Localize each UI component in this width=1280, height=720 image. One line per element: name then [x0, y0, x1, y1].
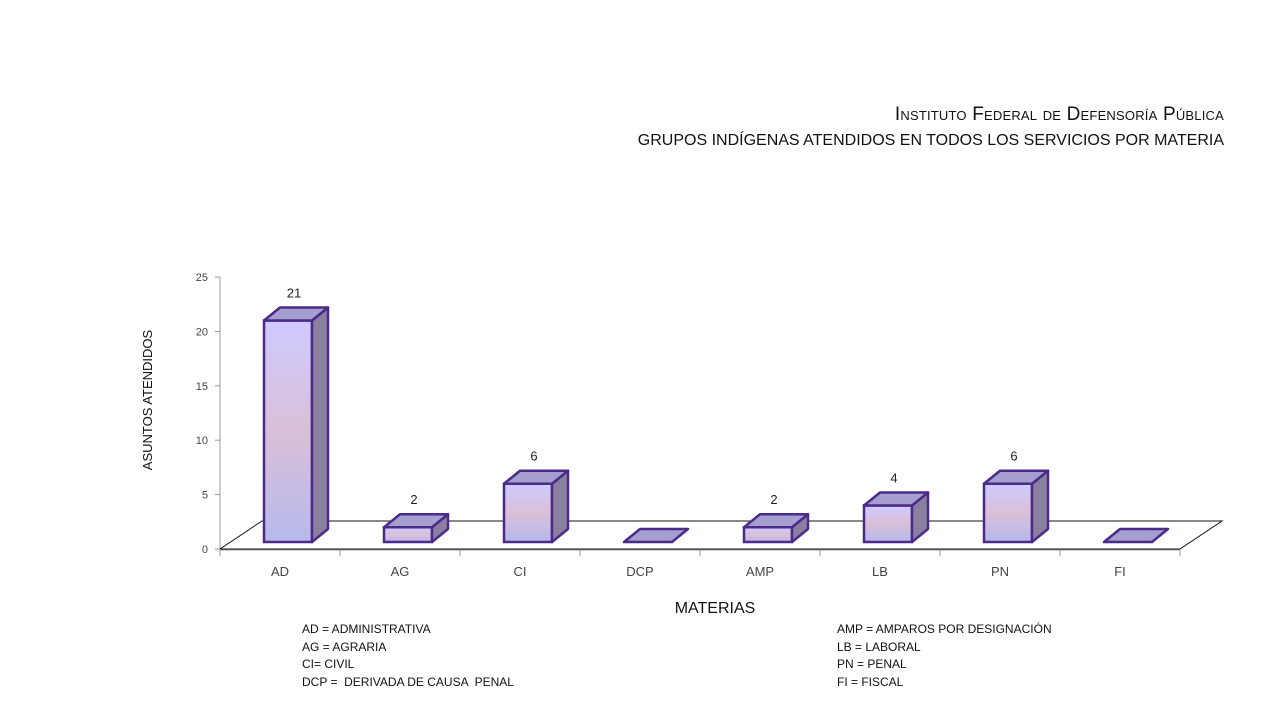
legend-item: FI = FISCAL — [837, 674, 904, 689]
data-label: 21 — [287, 286, 301, 301]
bar — [982, 469, 1050, 544]
bar-top — [622, 527, 690, 544]
chart-title: Instituto Federal de Defensoría Pública — [894, 104, 1224, 125]
y-tick-label: 10 — [196, 435, 208, 447]
data-label: 2 — [410, 492, 417, 507]
legend-item: CI= CIVIL — [302, 657, 355, 672]
y-tick-label: 0 — [202, 544, 208, 556]
x-tick-label: LB — [872, 564, 888, 579]
bar-front — [982, 482, 1034, 544]
x-tick-label: FI — [1114, 564, 1126, 579]
y-tick-label: 15 — [196, 381, 208, 393]
bar-top — [742, 512, 810, 529]
bar-top — [262, 306, 330, 322]
x-tick-label: CI — [514, 564, 527, 579]
bar — [262, 306, 330, 544]
chart-subtitle: GRUPOS INDÍGENAS ATENDIDOS EN TODOS LOS … — [637, 132, 1224, 149]
chart-floor — [218, 520, 1224, 550]
legend-item: PN = PENAL — [837, 657, 907, 672]
y-axis-title: ASUNTOS ATENDIDOS — [140, 329, 155, 470]
bar-top — [982, 469, 1050, 485]
x-tick-label: AG — [391, 564, 410, 579]
bar — [502, 469, 570, 544]
x-tick-label: AMP — [746, 564, 774, 579]
bar — [862, 491, 930, 544]
bar-top — [1102, 527, 1170, 544]
x-tick-label: DCP — [626, 564, 653, 579]
legend-item: AMP = AMPAROS POR DESIGNACIÓN — [837, 622, 1052, 636]
bar-front — [262, 319, 314, 544]
bar-front — [742, 525, 794, 544]
legend-left: AD = ADMINISTRATIVA AG = AGRARIA CI= CIV… — [302, 621, 514, 691]
x-tick-label: PN — [991, 564, 1009, 579]
y-tick-label: 25 — [196, 272, 208, 284]
data-label: 6 — [530, 449, 537, 464]
y-tick-label: 5 — [202, 490, 208, 502]
legend-item: AD = ADMINISTRATIVA — [302, 622, 431, 636]
bar — [382, 512, 450, 544]
data-label: 2 — [770, 492, 777, 507]
bar-top — [382, 512, 450, 529]
bar-front — [382, 525, 434, 544]
bar — [742, 512, 810, 544]
bar — [1102, 527, 1170, 544]
y-tick-label: 20 — [196, 326, 208, 338]
legend-item: LB = LABORAL — [837, 639, 921, 654]
legend-right: AMP = AMPAROS POR DESIGNACIÓN LB = LABOR… — [837, 621, 1052, 691]
legend-item: AG = AGRARIA — [302, 639, 387, 654]
bar — [622, 527, 690, 544]
legend-item: DCP = DERIVADA DE CAUSA PENAL — [302, 674, 514, 689]
bar-top — [502, 469, 570, 485]
bar-front — [862, 504, 914, 544]
bar-front — [502, 482, 554, 544]
chart-header: Instituto Federal de Defensoría Pública … — [638, 104, 1224, 150]
x-axis-title: MATERIAS — [675, 600, 756, 617]
bar-top — [862, 491, 930, 507]
x-tick-label: AD — [271, 564, 289, 579]
data-label: 4 — [890, 470, 897, 485]
bar-side — [310, 306, 330, 544]
data-label: 6 — [1010, 449, 1017, 464]
